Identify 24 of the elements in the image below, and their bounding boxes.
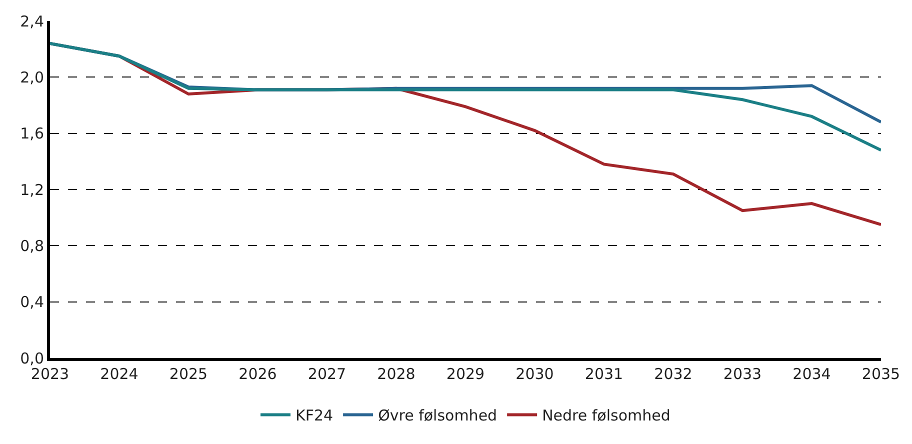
x-tick-label: 2035 bbox=[862, 365, 900, 383]
x-tick-label: 2032 bbox=[654, 365, 692, 383]
y-tick-label: 2,4 bbox=[20, 12, 44, 30]
y-tick-label: 1,2 bbox=[20, 180, 44, 199]
x-tick-label: 2030 bbox=[516, 365, 554, 383]
legend-label: Nedre følsomhed bbox=[542, 406, 670, 425]
x-tick-label: 2029 bbox=[446, 365, 485, 383]
line-series bbox=[50, 42, 881, 152]
legend-label: KF24 bbox=[296, 406, 334, 425]
x-tick-label: 2034 bbox=[792, 365, 831, 383]
x-tick-label: 2024 bbox=[100, 365, 138, 383]
x-tick-label: 2028 bbox=[377, 365, 416, 383]
x-tick-label: 2023 bbox=[30, 365, 70, 383]
x-tick-label: 2027 bbox=[308, 365, 346, 383]
x-tick-label: 2031 bbox=[584, 365, 624, 383]
y-tick-label: 0,0 bbox=[20, 349, 44, 368]
y-tick-label: 0,4 bbox=[20, 293, 44, 312]
x-tick-label: 2033 bbox=[723, 365, 762, 383]
legend-label: Øvre følsomhed bbox=[378, 406, 498, 425]
y-tick-label: 0,8 bbox=[20, 236, 44, 255]
x-tick-label: 2026 bbox=[238, 365, 277, 383]
y-tick-label: 2,0 bbox=[20, 68, 44, 86]
x-tick-label: 2025 bbox=[169, 365, 208, 383]
y-tick-label: 1,6 bbox=[20, 124, 44, 143]
